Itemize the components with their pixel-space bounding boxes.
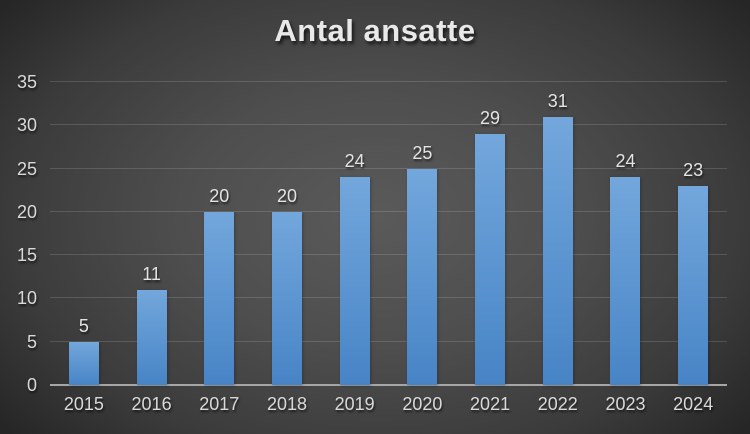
y-tick-label: 5 [26, 331, 37, 352]
category-cell: 11 2016 [118, 82, 186, 413]
x-tick-label: 2018 [266, 394, 307, 414]
bar-2019 [339, 177, 370, 385]
x-tick-label: 2015 [63, 394, 104, 414]
x-tick-label: 2017 [199, 394, 240, 414]
y-tick-label: 0 [26, 375, 37, 395]
bar-2015 [68, 341, 99, 385]
data-label: 23 [683, 159, 704, 180]
y-tick-label: 10 [16, 288, 37, 309]
x-tick-label: 2024 [673, 394, 714, 414]
data-label: 31 [547, 90, 568, 111]
data-label: 24 [344, 151, 365, 172]
gridline [50, 167, 727, 169]
gridline [50, 210, 727, 212]
category-cell: 20 2017 [185, 82, 253, 413]
category-cell: 24 2023 [592, 82, 660, 413]
bars-container: 5 2015 11 2016 20 2017 20 2018 24 2019 25 2020 29 202… [50, 82, 727, 413]
category-cell: 25 2020 [389, 82, 457, 413]
category-cell: 23 2024 [659, 82, 727, 413]
gridline [50, 254, 727, 256]
y-tick-label: 30 [16, 115, 37, 136]
data-label: 20 [209, 185, 230, 206]
bar-2021 [475, 133, 506, 385]
category-cell: 5 2015 [50, 82, 118, 413]
x-tick-label: 2021 [470, 394, 511, 414]
bar-2022 [542, 116, 573, 385]
category-cell: 31 2022 [524, 82, 592, 413]
x-tick-label: 2022 [537, 394, 578, 414]
x-tick-label: 2019 [334, 394, 375, 414]
data-label: 24 [615, 151, 636, 172]
gridline [50, 340, 727, 342]
data-label: 5 [78, 315, 89, 336]
plot-area: 0 5 10 15 20 25 30 35 5 2015 11 2016 20 2017 20 2018 24 2… [17, 73, 727, 413]
data-label: 29 [480, 107, 501, 128]
data-label: 20 [276, 185, 297, 206]
data-label: 11 [142, 263, 161, 284]
y-tick-label: 35 [16, 72, 37, 92]
category-cell: 29 2021 [456, 82, 524, 413]
y-tick-label: 20 [16, 201, 37, 222]
gridline [50, 124, 727, 126]
category-cell: 20 2018 [253, 82, 321, 413]
bar-2020 [407, 168, 438, 385]
category-cell: 24 2019 [321, 82, 389, 413]
bar-2017 [204, 211, 235, 385]
data-label: 25 [412, 142, 433, 163]
bar-2023 [610, 177, 641, 385]
bar-2024 [678, 185, 709, 385]
x-tick-label: 2016 [131, 394, 172, 414]
chart-title: Antal ansatte [274, 13, 476, 48]
x-tick-label: 2023 [605, 394, 646, 414]
y-tick-label: 15 [16, 245, 37, 266]
x-axis-line [50, 384, 727, 386]
bar-2016 [136, 289, 167, 385]
x-tick-label: 2020 [402, 394, 443, 414]
bar-2018 [271, 211, 302, 385]
gridline [50, 81, 727, 82]
y-tick-label: 25 [16, 158, 37, 179]
gridline [50, 297, 727, 299]
